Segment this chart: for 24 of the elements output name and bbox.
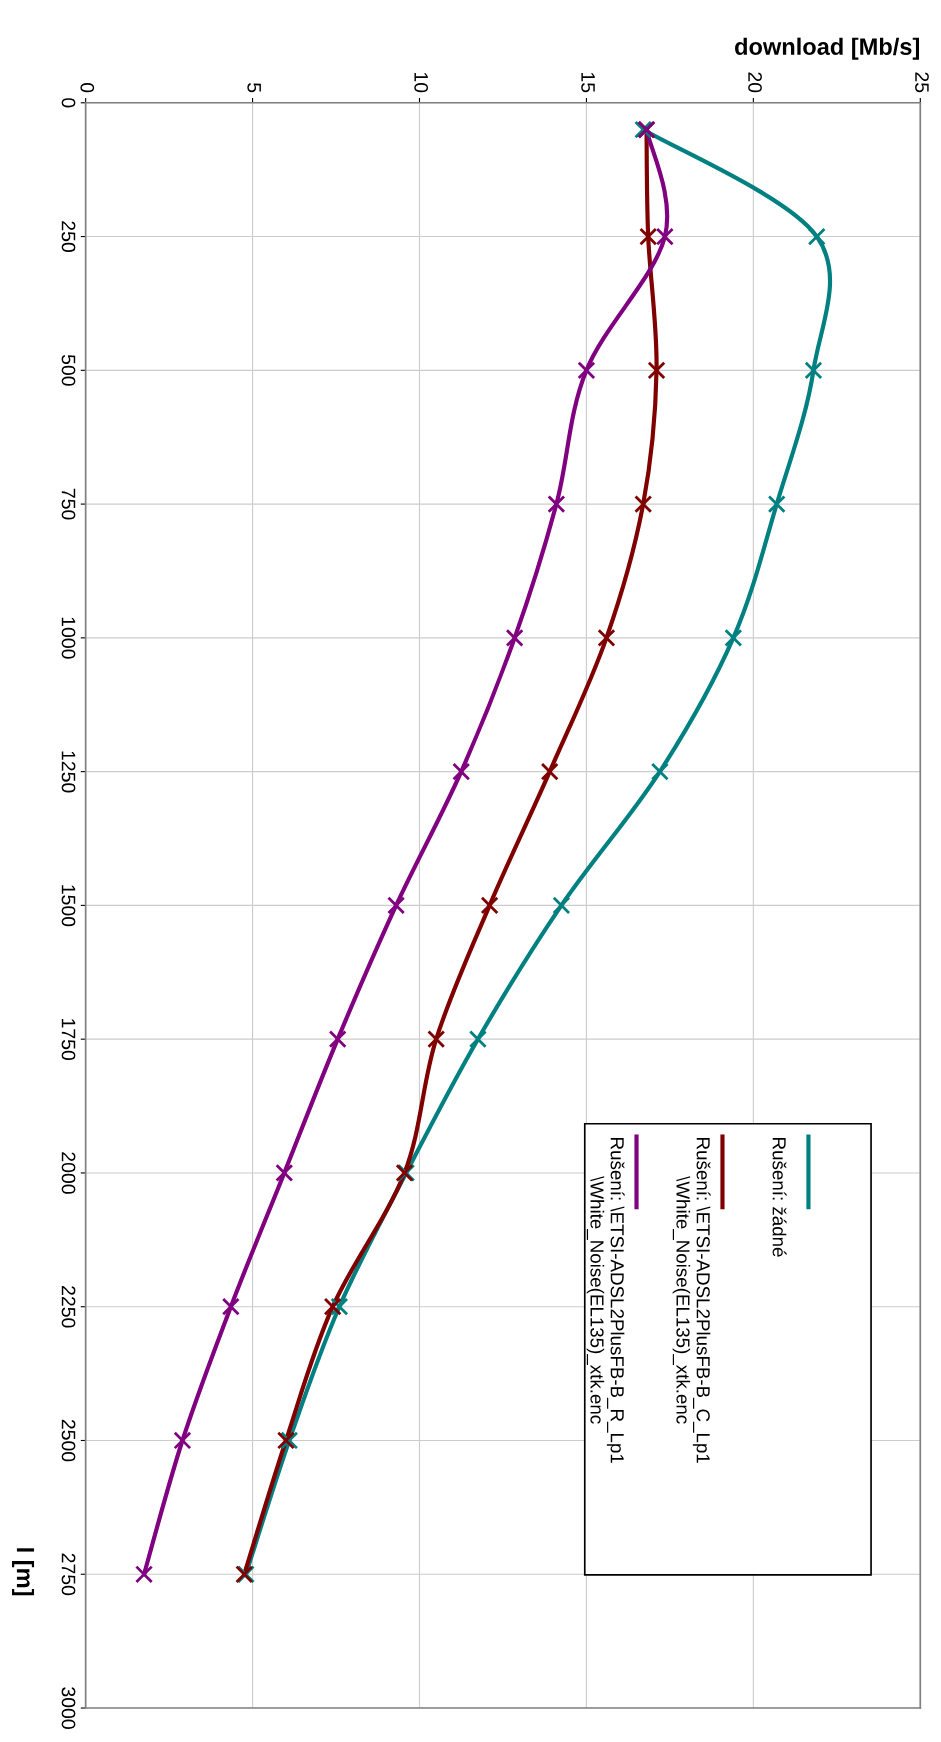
y-tick-label: 1750 [61, 1019, 76, 1061]
text: Rušení: žádné [772, 1138, 787, 1257]
x-tick-label: 15 [581, 72, 595, 93]
y-tick-label: 2500 [61, 1419, 76, 1462]
x-axis-title: download [Mb/s] [735, 37, 919, 60]
text: Rušení: \ETSI-ADSL2PlusFB-B_C_Lp1 \White_Noise(EL135)_xtk.enc [672, 1138, 711, 1463]
x-tick-label: 5 [247, 83, 261, 93]
y-tick-label: 2750 [61, 1553, 76, 1596]
x-tick-label: 10 [414, 72, 429, 93]
y-tick-label: 1500 [61, 885, 76, 927]
y-tick-label: 2000 [61, 1152, 76, 1194]
text: Rušení: \ETSI-ADSL2PlusFB-B_R_Lp1 \White_Noise(EL135)_xtk.enc [586, 1138, 625, 1463]
y-tick-label: 0 [61, 98, 76, 108]
y-tick-label: 3000 [61, 1687, 76, 1729]
x-tick-label: 25 [915, 72, 929, 93]
y-tick-label: 250 [61, 221, 76, 253]
y-tick-label: 2250 [61, 1286, 76, 1328]
y-axis-title: l [m] [12, 1548, 35, 1596]
y-tick-label: 1250 [61, 751, 76, 793]
y-tick-label: 750 [61, 488, 76, 520]
x-tick-label: 20 [748, 72, 762, 93]
y-tick-label: 1000 [61, 617, 76, 659]
y-tick-label: 500 [61, 354, 76, 386]
x-tick-label: 0 [80, 83, 95, 93]
